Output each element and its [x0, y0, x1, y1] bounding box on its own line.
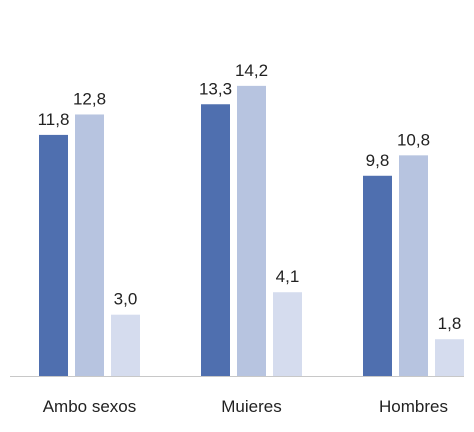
category-label: Hombres — [379, 397, 448, 416]
value-labels-layer: 11,8 13,3 9,8 12,8 14,2 10,8 3,0 4,1 1,8 — [38, 61, 462, 333]
data-label: 11,8 — [38, 110, 70, 129]
bar-hombres-series-2 — [399, 155, 428, 376]
data-label: 1,8 — [438, 314, 462, 333]
bar-muieres-series-2 — [237, 85, 266, 376]
data-label: 4,1 — [276, 267, 300, 286]
category-labels-layer: Ambo sexos Muieres Hombres — [43, 397, 448, 416]
category-label: Ambo sexos — [43, 397, 137, 416]
bar-muieres-series-3 — [273, 292, 302, 376]
data-label: 10,8 — [397, 130, 430, 149]
data-label: 9,8 — [366, 151, 390, 170]
data-label: 14,2 — [235, 61, 268, 80]
bar-hombres-series-3 — [435, 339, 464, 376]
data-label: 12,8 — [73, 89, 106, 108]
bars-layer — [39, 85, 464, 377]
bar-ambo-sexos-series-1 — [39, 134, 68, 376]
bar-ambo-sexos-series-3 — [111, 314, 140, 376]
data-label: 13,3 — [199, 79, 232, 98]
bar-ambo-sexos-series-2 — [75, 114, 104, 376]
bar-hombres-series-1 — [363, 175, 392, 376]
data-label: 3,0 — [114, 290, 138, 309]
bar-muieres-series-1 — [201, 104, 230, 377]
category-label: Muieres — [221, 397, 281, 416]
